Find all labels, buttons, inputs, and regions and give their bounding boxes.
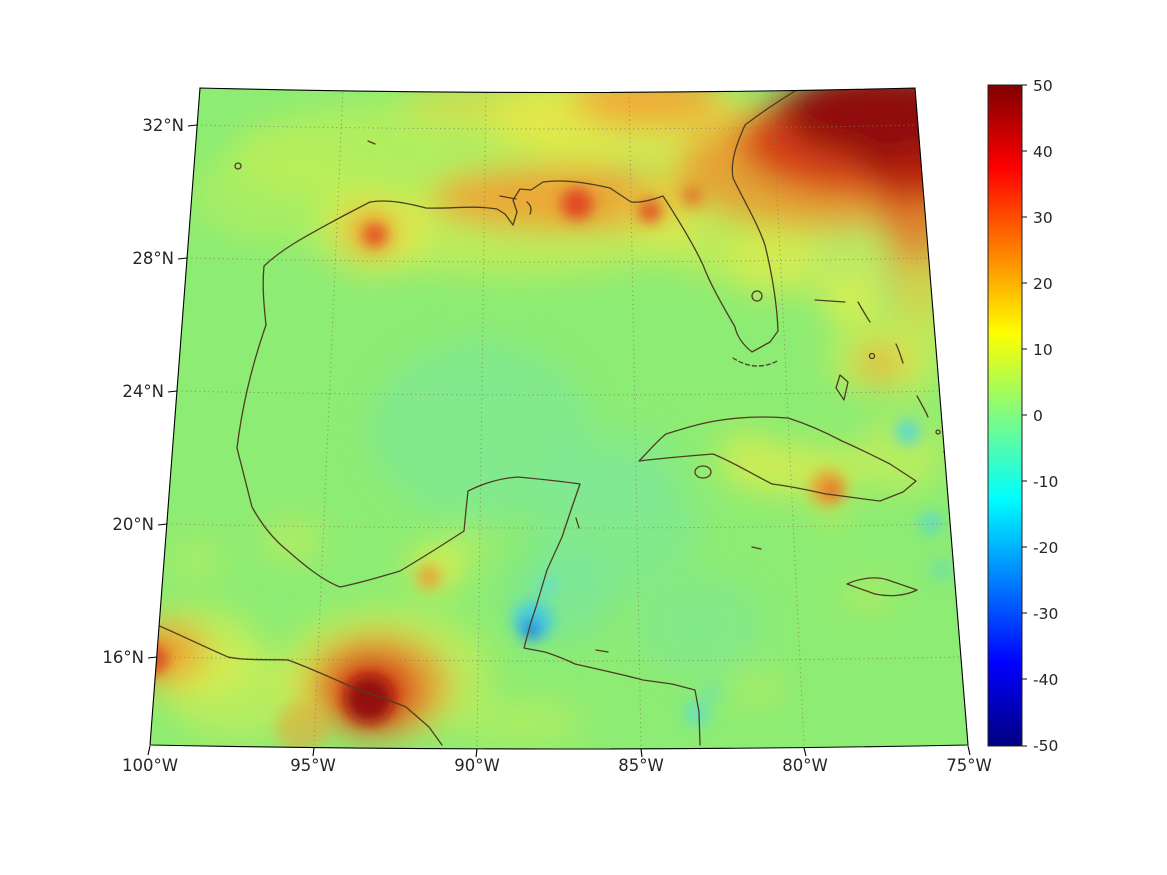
lat-label-28n: 28°N (132, 249, 174, 268)
colorbar-ticks (1022, 84, 1027, 747)
cbar-label-0: 0 (1033, 407, 1043, 425)
parallel-24n (176, 390, 940, 396)
meridian-95w (313, 88, 344, 746)
cbar-label-n30: -30 (1033, 605, 1058, 623)
coastline-cuba (638, 416, 917, 502)
field-core-blobs (150, 186, 954, 749)
lon-label-90w: 90°W (454, 756, 500, 775)
colorbar-labels: 50 40 30 20 10 0 -10 -20 -30 -40 -50 (1033, 77, 1058, 755)
lon-ticks (147, 745, 971, 758)
cbar-label-n20: -20 (1033, 539, 1058, 557)
lat-label-20n: 20°N (112, 515, 154, 534)
lon-label-80w: 80°W (782, 756, 828, 775)
parallel-32n (196, 124, 919, 130)
cbar-label-n10: -10 (1033, 473, 1058, 491)
lon-label-100w: 100°W (122, 756, 178, 775)
lake-okeechobee (751, 290, 763, 302)
lat-label-32n: 32°N (142, 116, 184, 135)
colorbar-gradient (987, 84, 1023, 747)
cbar-label-10: 10 (1033, 341, 1053, 359)
cbar-label-40: 40 (1033, 143, 1053, 161)
lat-label-16n: 16°N (102, 648, 144, 667)
lon-label-95w: 95°W (290, 756, 336, 775)
coastline-pacific (150, 621, 443, 746)
lon-axis-labels: 100°W 95°W 90°W 85°W 80°W 75°W (122, 756, 992, 775)
map-border (149, 87, 969, 750)
coastline-florida-keys (732, 357, 780, 367)
cbar-label-n50: -50 (1033, 737, 1058, 755)
cbar-label-20: 20 (1033, 275, 1053, 293)
colorbar: 50 40 30 20 10 0 -10 -20 -30 -40 -50 (987, 77, 1058, 755)
parallel-20n (166, 523, 951, 529)
coastline-jamaica (846, 577, 918, 597)
cbar-label-50: 50 (1033, 77, 1053, 95)
graticule (156, 88, 962, 747)
lat-axis-labels: 32°N 28°N 24°N 20°N 16°N (102, 116, 184, 667)
meridian-80w (771, 88, 805, 746)
lat-label-24n: 24°N (122, 382, 164, 401)
coastline-isle-of-youth (694, 465, 712, 479)
meridian-90w (476, 88, 487, 747)
lon-label-75w: 75°W (946, 756, 992, 775)
lat-ticks (147, 124, 198, 659)
coastline-small-features (234, 140, 762, 653)
lon-label-85w: 85°W (618, 756, 664, 775)
cbar-label-n40: -40 (1033, 671, 1058, 689)
meridian-85w (628, 88, 642, 747)
map-frame (147, 87, 971, 758)
coastline-north-america (236, 88, 801, 746)
field-layer (150, 88, 968, 749)
cbar-label-30: 30 (1033, 209, 1053, 227)
parallel-16n (156, 656, 962, 662)
